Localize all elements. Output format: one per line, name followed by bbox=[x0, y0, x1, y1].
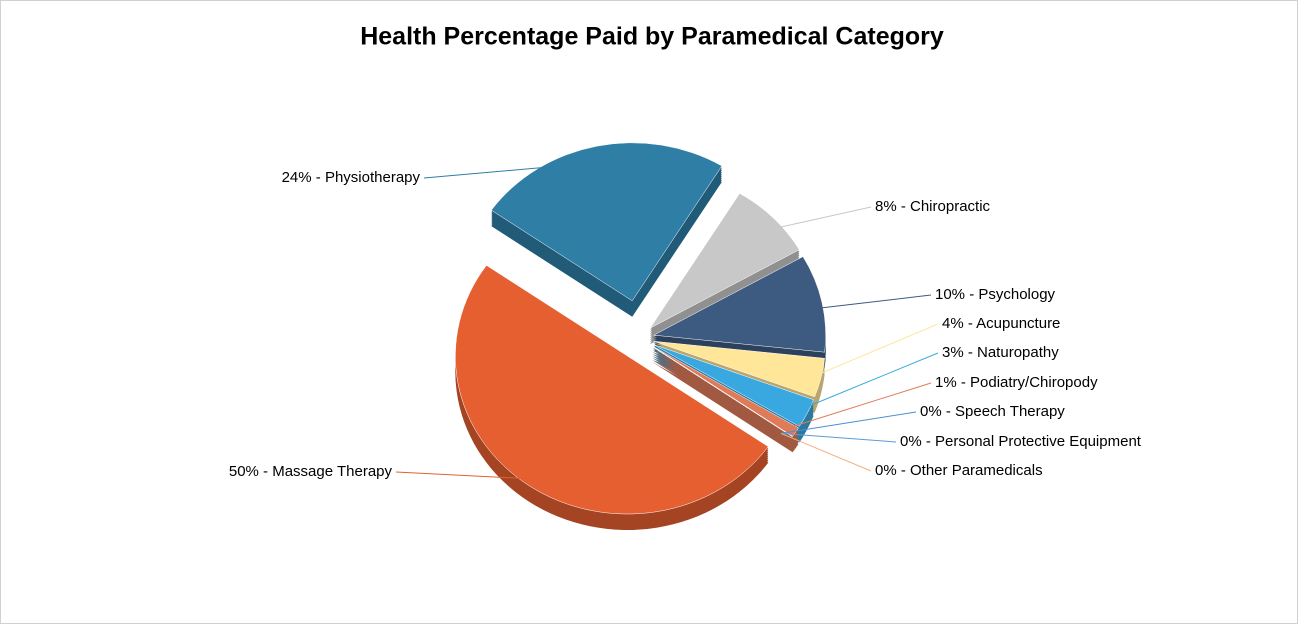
slice-label: 0% - Other Paramedicals bbox=[875, 462, 1043, 479]
slice-label: 10% - Psychology bbox=[935, 286, 1056, 303]
slice bbox=[653, 340, 825, 398]
leader-line bbox=[423, 162, 600, 179]
slice-label: 0% - Speech Therapy bbox=[920, 403, 1065, 420]
leader-line bbox=[781, 432, 897, 443]
slice bbox=[651, 345, 793, 437]
slice bbox=[652, 256, 826, 353]
chart-title: Health Percentage Paid by Paramedical Ca… bbox=[360, 23, 944, 51]
leader-line bbox=[794, 352, 939, 413]
leader-line bbox=[807, 323, 939, 380]
slice bbox=[455, 265, 769, 515]
leader-line bbox=[780, 432, 872, 472]
leader-line bbox=[783, 382, 932, 430]
leader-line bbox=[781, 411, 917, 434]
slice bbox=[649, 193, 800, 329]
leader-line bbox=[395, 471, 537, 480]
slice bbox=[651, 345, 799, 437]
slice-label: 3% - Naturopathy bbox=[942, 344, 1059, 361]
slice-label: 8% - Chiropractic bbox=[875, 198, 991, 215]
slice bbox=[490, 142, 723, 302]
slice bbox=[652, 343, 814, 427]
slice-label: 1% - Podiatry/Chiropody bbox=[935, 374, 1098, 391]
slice-label: 24% - Physiotherapy bbox=[282, 169, 421, 186]
slice-label: 50% - Massage Therapy bbox=[229, 463, 393, 480]
leader-line bbox=[763, 206, 872, 232]
leader-line bbox=[808, 294, 932, 310]
slice-label: 0% - Personal Protective Equipment bbox=[900, 433, 1142, 450]
slice-label: 4% - Acupuncture bbox=[942, 315, 1060, 332]
